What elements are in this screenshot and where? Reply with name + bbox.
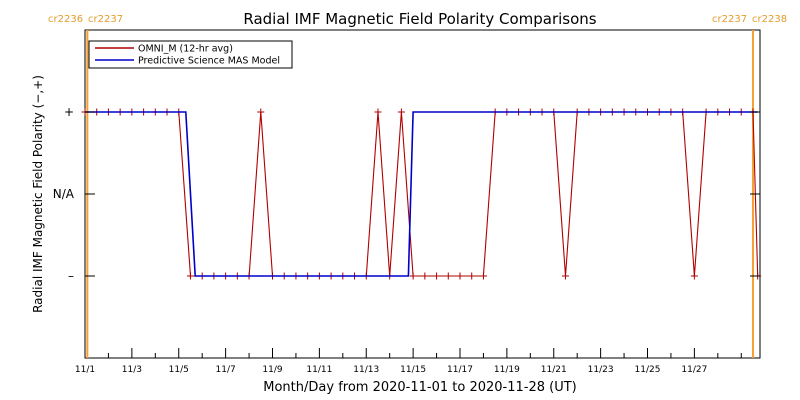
x-tick-label: 11/17 — [447, 365, 473, 375]
data-point — [397, 108, 405, 116]
legend-label-mas: Predictive Science MAS Model — [138, 56, 280, 67]
legend-box — [88, 40, 293, 69]
series-line-omni — [85, 111, 759, 277]
x-tick-label: 11/1 — [75, 365, 95, 375]
data-point — [456, 272, 464, 280]
y-axis-label: Radial IMF Magnetic Field Polarity (−,+) — [31, 75, 45, 313]
x-tick-label: 11/19 — [494, 365, 520, 375]
x-tick-label: 11/13 — [353, 365, 379, 375]
x-tick-label: 11/27 — [681, 365, 707, 375]
legend: OMNI_M (12-hr avg) Predictive Science MA… — [88, 40, 293, 69]
x-tick-label: 11/21 — [541, 365, 567, 375]
plot-frame — [84, 29, 761, 359]
x-tick-label: 11/11 — [306, 365, 332, 375]
y-tick-label: + — [64, 105, 74, 119]
x-tick-label: 11/25 — [635, 365, 661, 375]
data-point — [468, 272, 476, 280]
data-point — [409, 272, 417, 280]
carrington-markers — [86, 30, 754, 358]
series-layer — [81, 108, 762, 280]
data-point — [690, 272, 698, 280]
y-tick-label: – — [68, 269, 74, 283]
x-tick-label: 11/5 — [169, 365, 189, 375]
data-point — [186, 272, 194, 280]
y-tick-label: N/A — [53, 187, 75, 201]
x-axis: 11/1 11/3 11/5 11/7 11/9 11/11 11/13 11/15 11/17… — [75, 348, 742, 375]
x-tick-label: 11/15 — [400, 365, 426, 375]
series-line-mas — [85, 111, 758, 277]
data-point — [561, 272, 569, 280]
carrington-label-left-1: cr2236 — [48, 14, 83, 25]
x-axis-label: Month/Day from 2020-11-01 to 2020-11-28 … — [263, 380, 576, 395]
carrington-label-right-1: cr2237 — [88, 14, 123, 25]
x-tick-label: 11/23 — [588, 365, 614, 375]
x-tick-label: 11/7 — [216, 365, 236, 375]
data-point — [257, 108, 265, 116]
x-tick-label: 11/9 — [262, 365, 282, 375]
data-point — [374, 108, 382, 116]
data-point — [421, 272, 429, 280]
data-point — [479, 272, 487, 280]
y-axis: + N/A – — [53, 105, 760, 283]
chart-title: Radial IMF Magnetic Field Polarity Compa… — [243, 10, 596, 28]
x-tick-label: 11/3 — [122, 365, 142, 375]
carrington-label-left-2: cr2237 — [712, 14, 747, 25]
data-point — [444, 272, 452, 280]
legend-label-omni: OMNI_M (12-hr avg) — [138, 44, 233, 55]
data-point — [433, 272, 441, 280]
carrington-label-right-2: cr2238 — [752, 14, 787, 25]
